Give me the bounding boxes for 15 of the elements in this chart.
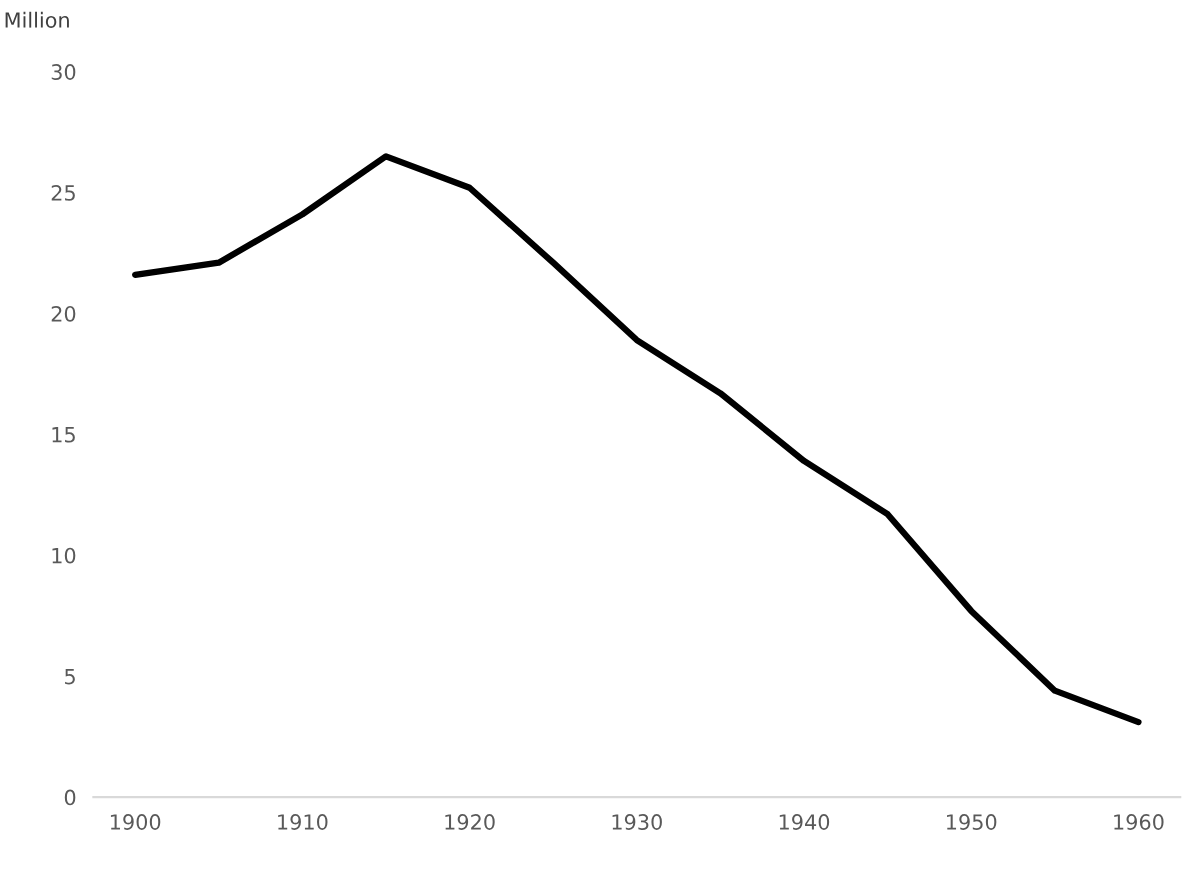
y-tick-label: 10	[52, 547, 76, 564]
y-tick-label: 25	[51, 185, 75, 201]
y-tick-label: 0	[64, 789, 76, 806]
y-axis-title: Million	[5, 11, 69, 28]
y-tick-label: 15	[52, 427, 75, 443]
x-tick-label: 1960	[1114, 814, 1164, 830]
x-tick-label: 1920	[445, 814, 495, 830]
x-tick-label: 1940	[779, 814, 830, 830]
y-tick-label: 20	[51, 305, 76, 322]
y-tick-label: 5	[65, 668, 75, 685]
x-tick-label: 1930	[612, 814, 662, 830]
x-tick-label: 1950	[947, 814, 997, 830]
x-tick-label: 1910	[278, 814, 328, 830]
x-tick-label: 1900	[110, 814, 161, 830]
y-tick-label: 30	[51, 64, 76, 80]
